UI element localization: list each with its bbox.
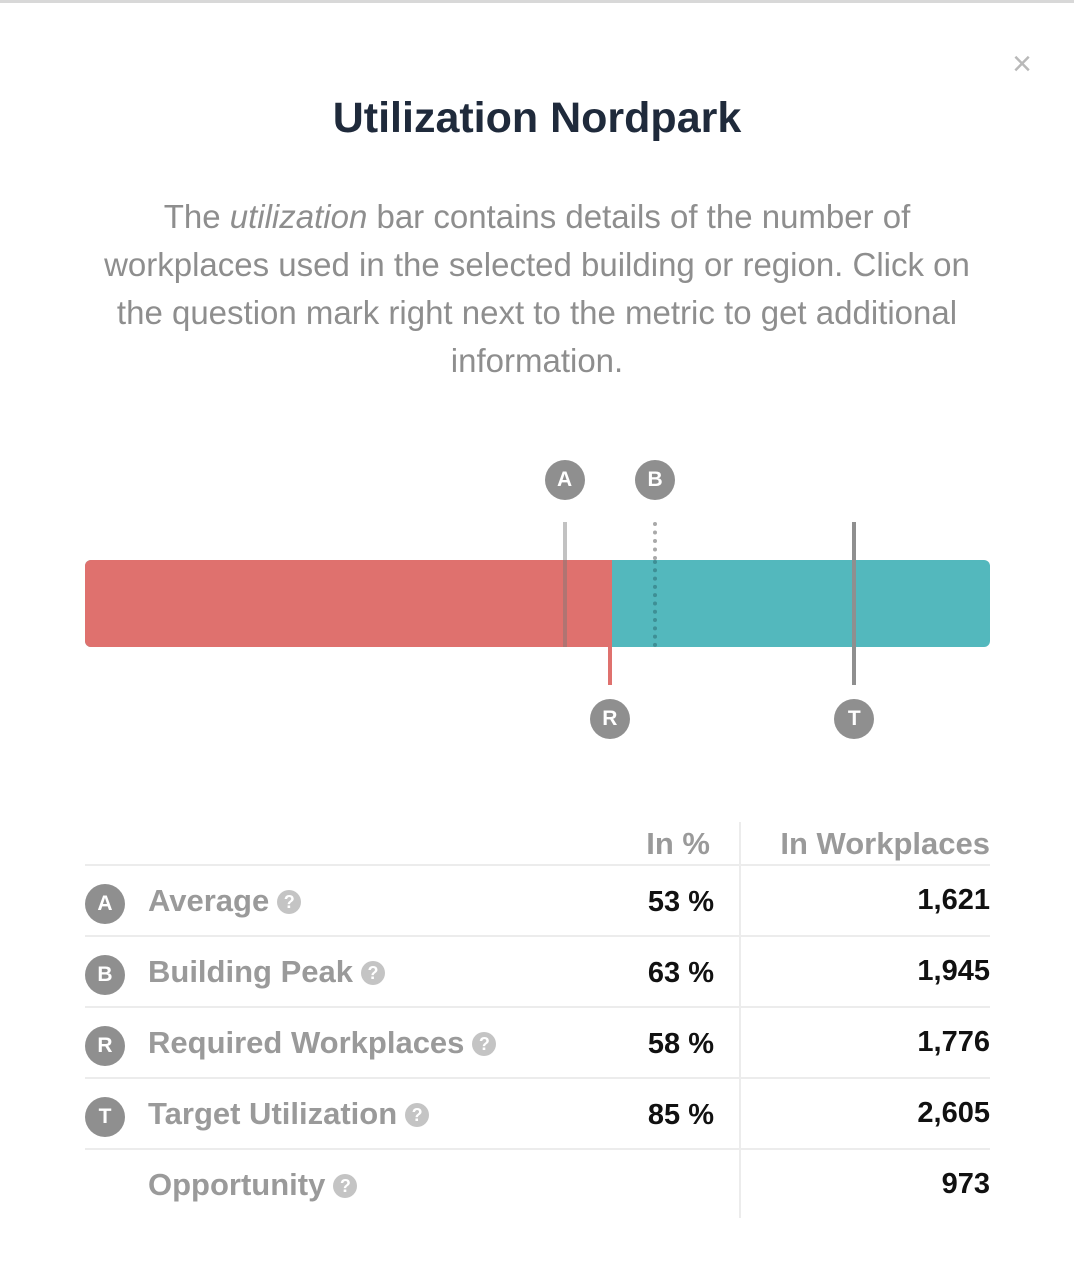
dialog-description: The utilization bar contains details of … bbox=[104, 198, 970, 379]
table-header: In % In Workplaces bbox=[85, 822, 990, 866]
utilization-bar bbox=[85, 560, 990, 647]
column-divider bbox=[739, 822, 741, 1218]
row-percent: 58 % bbox=[647, 1028, 714, 1060]
marker-badge-target: T bbox=[834, 699, 875, 739]
top-divider bbox=[0, 0, 1074, 3]
description-emphasis: utilization bbox=[229, 198, 368, 235]
badge-t: T bbox=[85, 1097, 125, 1137]
table-row-target-utilization: T Target Utilization? 85 % 2,605 bbox=[85, 1079, 990, 1150]
target-marker-line bbox=[852, 522, 857, 685]
close-icon[interactable]: × bbox=[1012, 45, 1032, 83]
table-row-average: A Average? 53 % 1,621 bbox=[85, 866, 990, 937]
marker-badge-required: R bbox=[589, 699, 630, 739]
row-workplaces: 1,945 bbox=[917, 955, 990, 987]
row-label: Building Peak? bbox=[148, 954, 385, 990]
badge-r: R bbox=[85, 1026, 125, 1066]
row-label: Opportunity? bbox=[148, 1167, 358, 1203]
row-label: Average? bbox=[148, 883, 302, 919]
table-row-opportunity: Opportunity? 973 bbox=[85, 1150, 990, 1221]
marker-badge-building-peak: B bbox=[635, 460, 676, 500]
row-percent: 63 % bbox=[647, 957, 714, 989]
required-fill-segment bbox=[85, 560, 610, 647]
badge-a: A bbox=[85, 884, 125, 924]
row-label: Target Utilization? bbox=[148, 1096, 430, 1132]
help-icon[interactable]: ? bbox=[472, 1032, 497, 1056]
average-marker-line bbox=[562, 522, 567, 647]
header-in-workplaces: In Workplaces bbox=[780, 826, 990, 861]
row-workplaces: 1,776 bbox=[917, 1026, 990, 1058]
building-peak-marker-line bbox=[653, 522, 658, 560]
building-peak-marker-line-inner bbox=[653, 560, 658, 647]
metrics-table: In % In Workplaces A Average? 53 % 1,621… bbox=[85, 822, 990, 1221]
dialog-title: Utilization Nordpark bbox=[332, 94, 742, 142]
help-icon[interactable]: ? bbox=[277, 890, 302, 914]
help-icon[interactable]: ? bbox=[405, 1103, 430, 1127]
table-row-building-peak: B Building Peak? 63 % 1,945 bbox=[85, 937, 990, 1008]
help-icon[interactable]: ? bbox=[360, 961, 385, 985]
header-in-percent: In % bbox=[646, 826, 710, 861]
row-workplaces: 973 bbox=[941, 1168, 990, 1200]
row-workplaces: 1,621 bbox=[917, 884, 990, 916]
required-marker-line bbox=[607, 560, 612, 685]
row-percent: 53 % bbox=[647, 886, 714, 918]
row-percent: 85 % bbox=[647, 1099, 714, 1131]
row-workplaces: 2,605 bbox=[917, 1097, 990, 1129]
utilization-bar-area: A B R T bbox=[0, 440, 1074, 760]
badge-b: B bbox=[85, 955, 125, 995]
help-icon[interactable]: ? bbox=[333, 1174, 358, 1198]
marker-badge-average: A bbox=[544, 460, 585, 500]
table-row-required-workplaces: R Required Workplaces? 58 % 1,776 bbox=[85, 1008, 990, 1079]
row-label: Required Workplaces? bbox=[148, 1025, 497, 1061]
